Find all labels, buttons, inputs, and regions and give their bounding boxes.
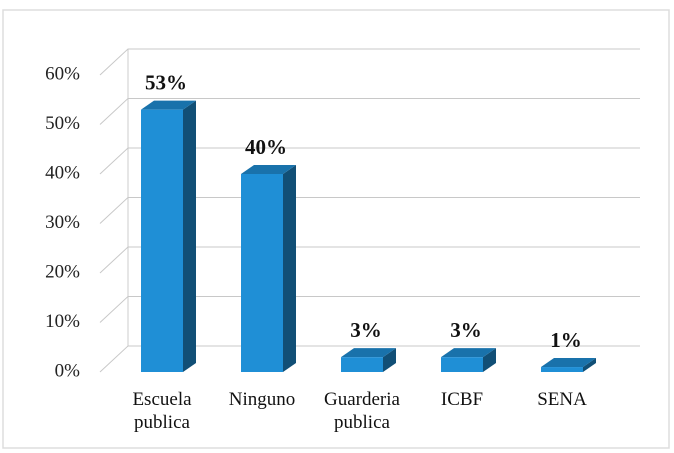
bar-top bbox=[541, 358, 596, 368]
x-tick-label: Ninguno bbox=[228, 389, 296, 410]
bar-side bbox=[383, 348, 396, 372]
y-tick-label: 30% bbox=[45, 212, 80, 233]
bar-top bbox=[241, 165, 296, 174]
grid-line bbox=[99, 296, 640, 323]
bar-side bbox=[283, 165, 296, 372]
bar-side bbox=[183, 100, 196, 373]
x-tick-label: Escuela publica bbox=[132, 389, 192, 433]
bar bbox=[241, 174, 283, 372]
bar bbox=[341, 357, 383, 372]
bar-top bbox=[141, 100, 196, 110]
y-tick-label: 10% bbox=[45, 311, 80, 332]
y-tick-label: 20% bbox=[45, 261, 80, 282]
grid-line bbox=[99, 246, 640, 274]
y-tick-label: 40% bbox=[45, 162, 80, 183]
bar-side bbox=[583, 358, 596, 372]
bar-side bbox=[483, 348, 496, 372]
y-tick-label: 60% bbox=[45, 63, 80, 84]
value-label: 3% bbox=[350, 318, 382, 342]
value-label: 3% bbox=[450, 318, 482, 342]
value-label: 53% bbox=[145, 70, 187, 94]
grid-line bbox=[99, 147, 640, 175]
x-tick-label: ICBF bbox=[440, 389, 484, 410]
grid-line bbox=[99, 197, 640, 224]
bar-top bbox=[341, 348, 396, 358]
x-tick-label: SENA bbox=[537, 389, 587, 410]
bar-top bbox=[441, 348, 496, 358]
x-tick-label: Guarderia publica bbox=[324, 389, 400, 433]
frame-border bbox=[2, 9, 670, 449]
grid-line bbox=[99, 98, 640, 125]
bar bbox=[141, 109, 183, 373]
y-tick-label: 50% bbox=[45, 113, 80, 134]
value-label: 1% bbox=[550, 328, 582, 352]
bar bbox=[441, 357, 483, 372]
grid-line bbox=[99, 345, 640, 373]
bar bbox=[541, 367, 583, 372]
y-tick-label: 0% bbox=[55, 360, 81, 381]
value-label: 40% bbox=[245, 135, 287, 159]
grid-line bbox=[99, 48, 640, 76]
